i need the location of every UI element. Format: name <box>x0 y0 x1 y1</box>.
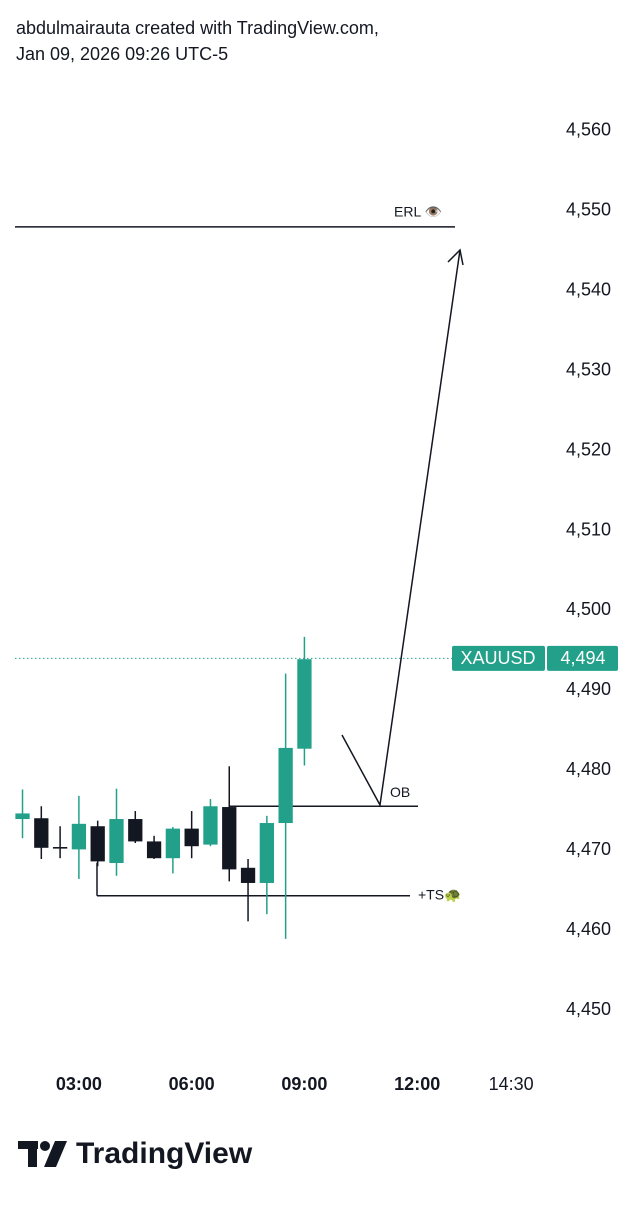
header-line: Jan 09, 2026 09:26 UTC-5 <box>16 44 228 64</box>
y-tick-label: 4,510 <box>566 519 611 539</box>
y-tick-label: 4,530 <box>566 359 611 379</box>
candle-body <box>278 747 293 824</box>
candle-body <box>184 828 199 847</box>
header-line: abdulmairauta created with TradingView.c… <box>16 18 379 38</box>
x-tick-label: 06:00 <box>169 1074 215 1094</box>
candle-body <box>34 818 49 848</box>
level-label: ERL 👁️ <box>394 204 442 220</box>
candle-body <box>165 828 181 859</box>
logo-part <box>28 1141 37 1167</box>
candle-body <box>90 826 105 862</box>
symbol-label: XAUUSD <box>460 648 535 668</box>
x-tick-label: 12:00 <box>394 1074 440 1094</box>
price-label: 4,494 <box>560 648 605 668</box>
brand: TradingView <box>76 1137 253 1170</box>
candle-body <box>71 823 87 850</box>
y-tick-label: 4,550 <box>566 200 611 220</box>
tv-logo <box>18 1141 67 1167</box>
symbol-box <box>452 645 545 671</box>
logo-part <box>44 1141 67 1167</box>
y-tick-label: 4,480 <box>566 759 611 779</box>
level-label: OB <box>390 784 410 800</box>
y-tick-label: 4,560 <box>566 120 611 140</box>
y-tick-label: 4,460 <box>566 919 611 939</box>
candle-body <box>128 819 143 842</box>
x-tick-label: 03:00 <box>56 1074 102 1094</box>
x-tick-label: 14:30 <box>489 1074 534 1094</box>
candle-body <box>222 807 237 870</box>
arrow-drawing <box>341 248 464 808</box>
candle-body <box>109 819 124 863</box>
candle-body <box>52 847 68 849</box>
candle-body <box>15 813 30 820</box>
y-tick-label: 4,490 <box>566 679 611 699</box>
arrow-path <box>341 249 461 808</box>
y-tick-label: 4,520 <box>566 439 611 459</box>
candle-body <box>297 659 312 749</box>
y-tick-label: 4,500 <box>566 599 611 619</box>
candle-body <box>203 806 218 845</box>
y-tick-label: 4,470 <box>566 839 611 859</box>
arrow-head <box>447 248 464 266</box>
price-box <box>547 645 618 671</box>
plot: 4,450 4,460 4,470 4,480 4,490 4,500 4,510 4,520… <box>15 120 618 1094</box>
y-tick-label: 4,450 <box>566 999 611 1019</box>
x-tick-label: 09:00 <box>281 1074 327 1094</box>
level-label: +TS🐢 <box>418 886 462 902</box>
y-tick-label: 4,540 <box>566 280 611 300</box>
candle-body <box>259 823 274 883</box>
candle-body <box>146 841 162 859</box>
logo-part <box>40 1141 50 1151</box>
candle-body <box>240 867 256 883</box>
